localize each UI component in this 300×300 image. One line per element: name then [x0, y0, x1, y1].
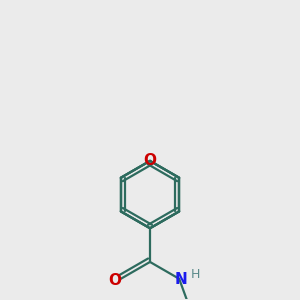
- Text: O: O: [108, 273, 122, 288]
- Text: N: N: [175, 272, 188, 287]
- Text: O: O: [143, 153, 157, 168]
- Text: H: H: [190, 268, 200, 281]
